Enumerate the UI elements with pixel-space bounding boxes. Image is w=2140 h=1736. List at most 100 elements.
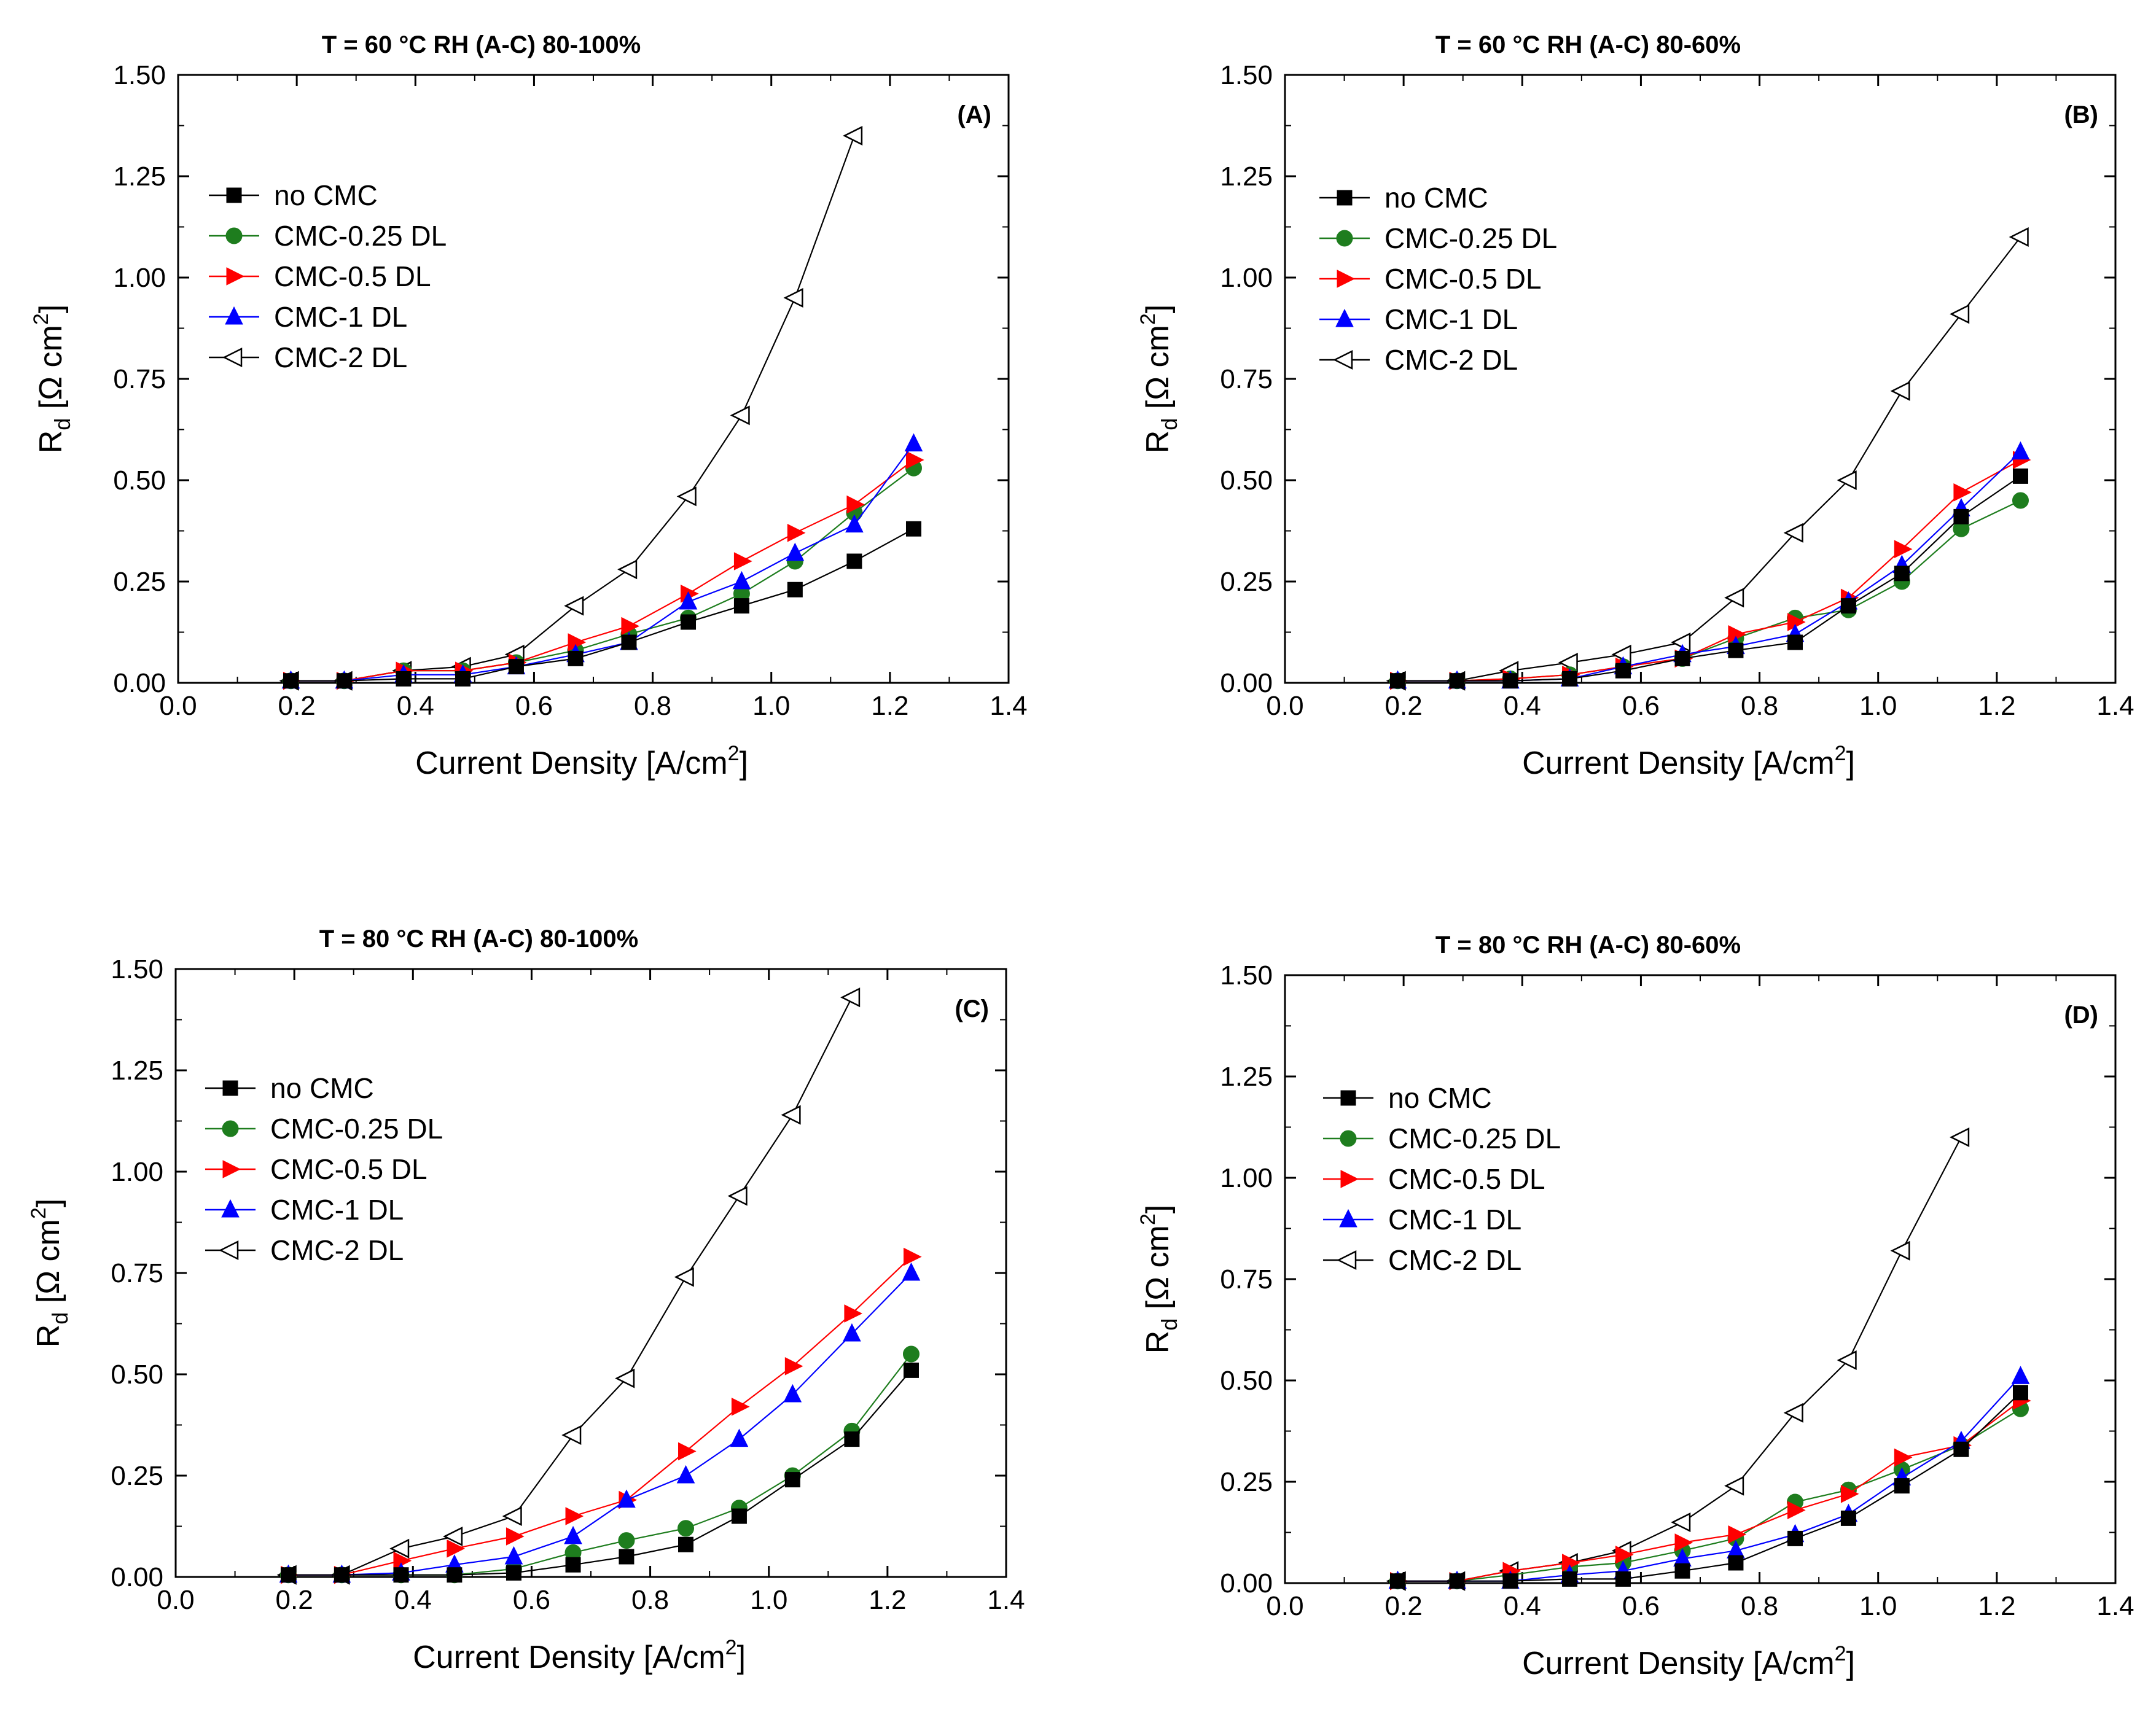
series-cmc-0-5-dl	[280, 1247, 922, 1584]
data-point	[1894, 1448, 1913, 1467]
data-point	[508, 659, 524, 675]
x-tick-label: 0.4	[1504, 1591, 1541, 1621]
series-line	[288, 1353, 912, 1576]
data-point	[1389, 1573, 1405, 1589]
legend-label: CMC-1 DL	[274, 301, 407, 333]
series-line	[291, 135, 855, 682]
data-point	[561, 1425, 582, 1446]
y-tick-label: 0.25	[113, 567, 166, 597]
data-point	[502, 1506, 522, 1527]
data-point	[903, 1247, 922, 1266]
data-point	[2012, 468, 2028, 484]
data-point	[781, 1105, 801, 1125]
x-tick-label: 0.0	[157, 1585, 194, 1615]
x-tick-label: 0.6	[513, 1585, 550, 1615]
legend-marker	[1339, 1209, 1357, 1228]
legend: no CMC CMC-0.25 DL CMC-0.5 DL CMC-1 DL CMC-2…	[1319, 182, 1557, 376]
legend-label: no CMC	[1388, 1082, 1492, 1114]
data-point	[564, 596, 584, 616]
data-point	[843, 1323, 861, 1342]
legend-label: CMC-1 DL	[270, 1194, 404, 1226]
data-point	[280, 1567, 296, 1583]
x-tick-label: 0.8	[1741, 1591, 1778, 1621]
data-point	[1787, 1530, 1803, 1546]
x-tick-label: 1.2	[1978, 691, 2015, 721]
legend-marker	[226, 187, 242, 203]
data-point	[1449, 1573, 1465, 1589]
y-tick-label: 1.50	[113, 60, 166, 90]
data-point	[1837, 1350, 1857, 1371]
data-point	[1950, 1127, 1970, 1148]
data-point	[1894, 566, 1910, 582]
data-point	[1783, 523, 1803, 543]
data-point	[617, 559, 638, 580]
legend-marker	[226, 267, 245, 286]
data-point	[733, 552, 752, 570]
legend-marker	[1337, 1250, 1357, 1271]
data-point	[506, 1565, 521, 1581]
data-point	[787, 582, 803, 597]
series-no-cmc	[1389, 468, 2028, 689]
series-line	[1397, 1376, 2021, 1582]
y-tick-label: 1.00	[113, 263, 166, 293]
data-point	[784, 1356, 803, 1376]
data-point	[1562, 1571, 1578, 1587]
data-point	[2012, 1385, 2028, 1401]
data-point	[844, 1304, 863, 1323]
data-point	[905, 451, 924, 469]
legend-label: CMC-2 DL	[274, 341, 407, 373]
chart-title: T = 80 °C RH (A-C) 80-60%	[1435, 932, 1741, 959]
series-line	[291, 528, 915, 682]
data-point	[1724, 588, 1744, 608]
chart-panel-a: 0.0 0.2 0.4 0.6 0.8 1.0 1.2 1.4 0.00 0.25 0.50 0.75…	[29, 31, 1028, 781]
data-point	[393, 1567, 409, 1583]
x-tick-label: 0.4	[394, 1585, 432, 1615]
legend-marker	[1340, 1090, 1356, 1106]
x-tick-label: 1.0	[1859, 691, 1897, 721]
data-point	[1502, 673, 1518, 689]
data-point	[1674, 1563, 1690, 1579]
panel-label: (B)	[2064, 101, 2098, 128]
data-point	[2011, 441, 2030, 460]
x-tick-label: 0.2	[1385, 691, 1423, 721]
data-point	[1837, 470, 1857, 491]
data-point	[283, 673, 299, 689]
data-point	[1728, 1525, 1747, 1544]
x-tick-label: 0.2	[276, 1585, 313, 1615]
y-tick-label: 1.00	[1220, 1163, 1273, 1193]
data-point	[845, 514, 864, 533]
data-point	[1953, 1441, 1969, 1457]
data-point	[679, 591, 698, 610]
legend-marker	[1336, 230, 1353, 247]
x-tick-label: 1.4	[2096, 691, 2134, 721]
data-point	[389, 1538, 410, 1559]
data-point	[1615, 1571, 1631, 1587]
series-line	[291, 459, 915, 682]
legend-marker	[225, 227, 243, 244]
x-tick-label: 0.4	[397, 691, 434, 721]
data-point	[1449, 673, 1465, 689]
data-point	[903, 1362, 919, 1378]
data-point	[1840, 598, 1856, 614]
data-point	[783, 287, 803, 308]
legend-marker	[222, 1120, 239, 1137]
data-point	[1950, 304, 1970, 324]
y-tick-label: 0.00	[113, 668, 166, 698]
legend: no CMC CMC-0.25 DL CMC-0.5 DL CMC-1 DL CMC-2…	[1323, 1082, 1561, 1276]
data-point	[783, 1384, 802, 1403]
y-tick-label: 1.50	[1220, 60, 1273, 90]
data-point	[617, 1489, 636, 1508]
y-tick-label: 0.00	[1220, 668, 1273, 698]
y-tick-label: 1.50	[1220, 960, 1273, 991]
x-axis-title: Current Density [A/cm2]	[415, 742, 748, 781]
data-point	[336, 673, 352, 689]
legend-label: CMC-0.5 DL	[1388, 1163, 1545, 1195]
panel-label: (A)	[957, 101, 991, 128]
data-point	[504, 1546, 523, 1565]
series-line	[1397, 236, 2021, 682]
y-tick-label: 0.00	[111, 1562, 163, 1592]
data-point	[1728, 642, 1744, 658]
y-axis-title: Rd [Ω cm2]	[1136, 1205, 1182, 1354]
legend-label: CMC-0.25 DL	[274, 220, 447, 252]
